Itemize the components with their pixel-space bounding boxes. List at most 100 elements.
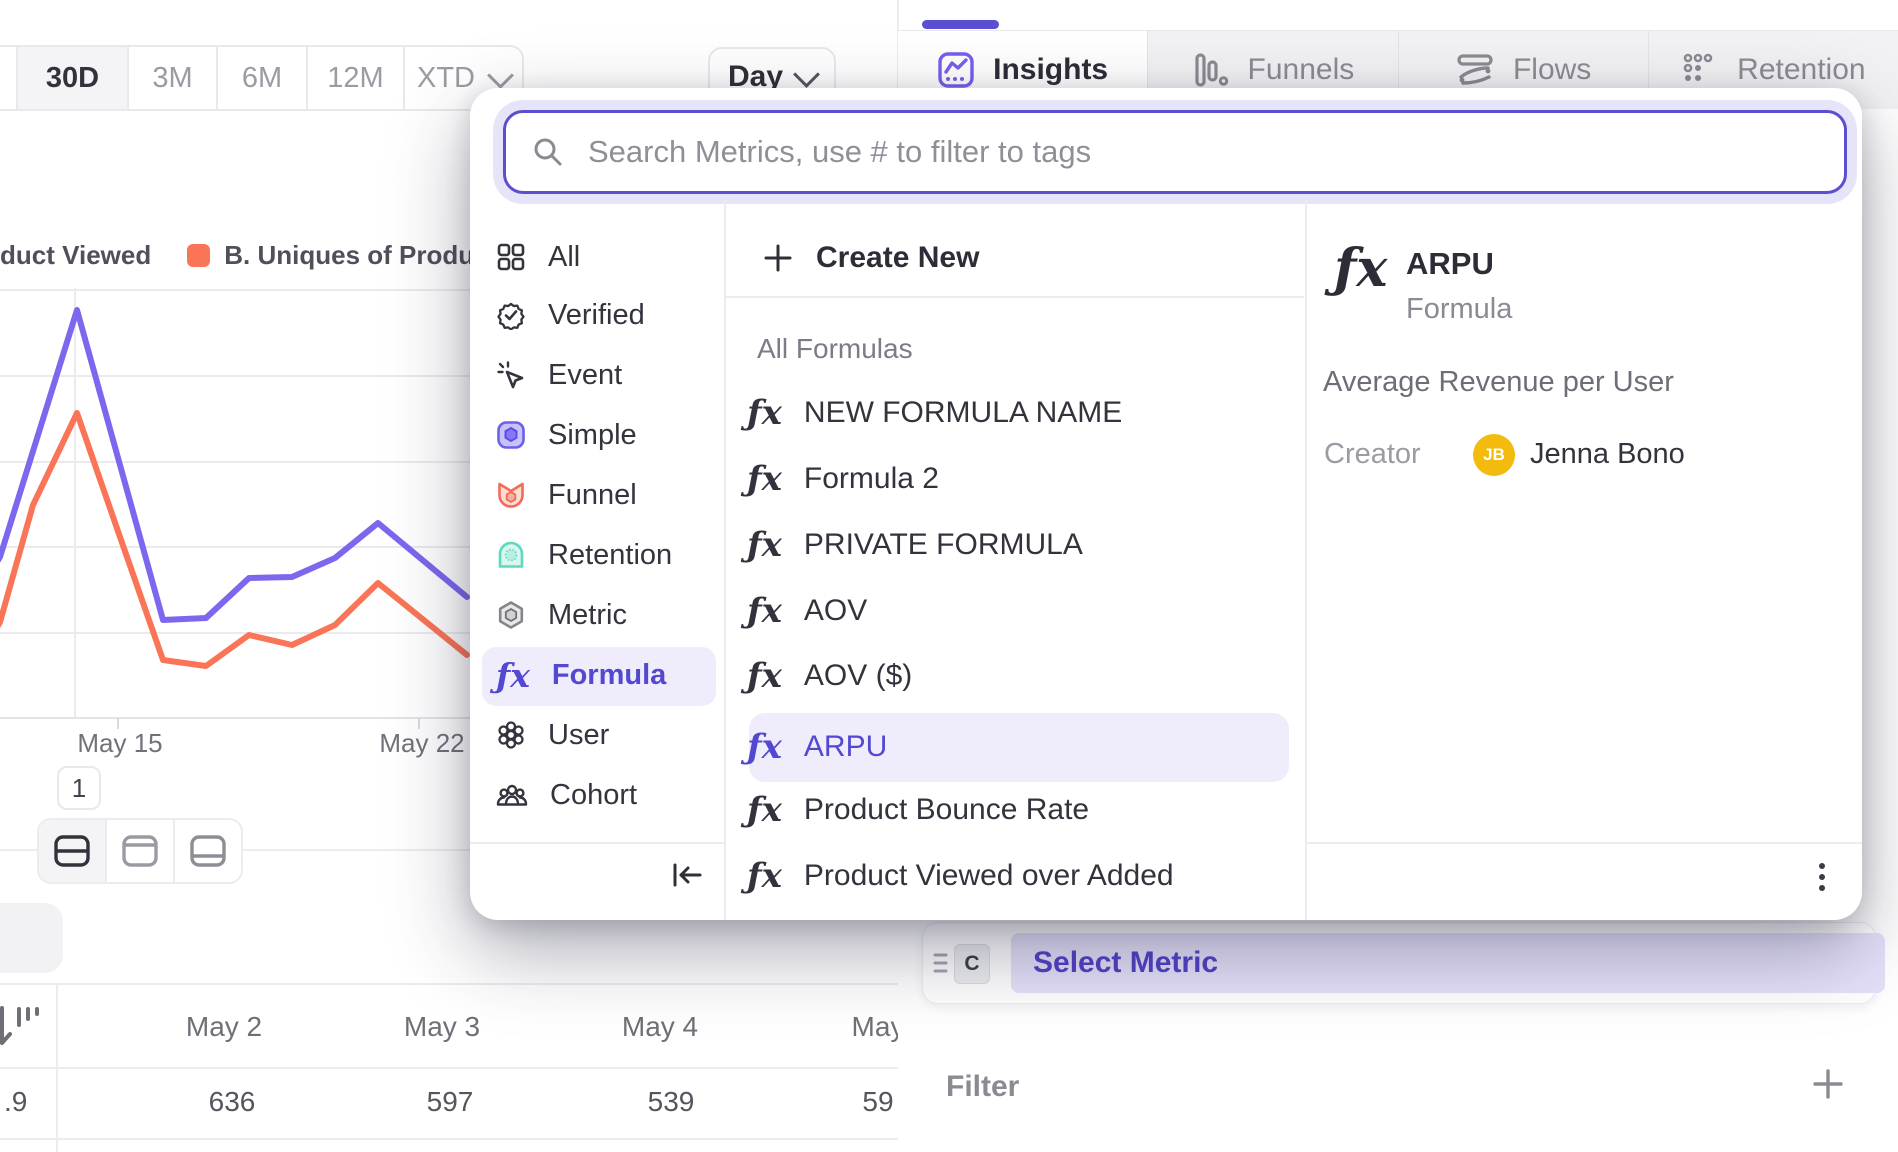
fx-icon: ƒx <box>747 459 782 499</box>
chevron-down-icon <box>793 60 820 88</box>
formula-item[interactable]: ƒx Product Viewed over Added <box>747 856 1174 896</box>
detail-description: Average Revenue per User <box>1323 366 1674 398</box>
table-cell: 636 <box>208 1086 256 1117</box>
sidebar-item-cohort[interactable]: Cohort <box>470 765 750 825</box>
range-xtd-dropdown[interactable]: XTD <box>403 47 522 109</box>
legend-swatch-b <box>187 244 211 267</box>
fx-icon: ƒx <box>747 393 782 433</box>
column-header[interactable]: May 4 <box>621 1011 699 1042</box>
page-number-button[interactable]: 1 <box>57 766 101 810</box>
formula-item[interactable]: ƒx AOV <box>747 591 868 631</box>
sidebar-item-user[interactable]: User <box>470 705 750 765</box>
formula-fx-icon: ƒx <box>496 655 530 695</box>
sidebar-item-retention[interactable]: Retention <box>470 525 750 585</box>
metric-clause-card: C Select Metric <box>922 922 1885 1004</box>
more-options-kebab-icon[interactable] <box>1812 858 1832 910</box>
detail-creator-name: Jenna Bono <box>1530 438 1685 470</box>
event-cursor-icon <box>497 361 524 389</box>
chart-legend: duct Viewed B. Uniques of Product Add <box>0 240 470 276</box>
filter-section-label: Filter <box>946 1070 1020 1103</box>
metric-icon <box>498 601 524 629</box>
active-tab-indicator <box>922 20 999 29</box>
drag-handle-icon[interactable] <box>931 950 951 976</box>
search-placeholder: Search Metrics, use # to filter to tags <box>588 134 1092 169</box>
formula-active-highlight <box>749 713 1289 782</box>
sidebar-item-funnel[interactable]: Funnel <box>470 465 750 525</box>
time-range-control: 30D 3M 6M 12M XTD <box>0 45 524 111</box>
detail-type: Formula <box>1406 293 1513 325</box>
sort-icon[interactable] <box>0 1004 40 1050</box>
retention-metric-icon <box>498 541 524 568</box>
sidebar-item-simple[interactable]: Simple <box>470 405 750 465</box>
x-tick-may15: May 15 <box>77 728 162 758</box>
sidebar-item-event[interactable]: Event <box>470 345 750 405</box>
formula-item[interactable]: ƒx NEW FORMULA NAME <box>747 393 1123 433</box>
detail-creator-label: Creator <box>1324 438 1421 470</box>
chevron-down-icon <box>487 61 514 89</box>
series-a-line <box>0 307 470 623</box>
column-header[interactable]: May 2 <box>185 1011 263 1042</box>
bottom-panel-icon <box>190 835 226 867</box>
grid-icon <box>497 243 525 271</box>
fx-icon: ƒx <box>747 656 782 696</box>
search-icon <box>534 138 562 166</box>
legend-label-a[interactable]: duct Viewed <box>0 240 152 270</box>
collapse-sidebar-icon[interactable] <box>670 860 704 890</box>
tab-flows[interactable]: Flows <box>1397 31 1648 109</box>
range-30d-button[interactable]: 30D <box>16 47 127 109</box>
layout-toggle-group <box>37 818 243 884</box>
tab-funnels[interactable]: Funnels <box>1147 31 1397 109</box>
metric-search-field[interactable]: Search Metrics, use # to filter to tags <box>503 110 1847 194</box>
fx-icon: ƒx <box>747 591 782 631</box>
fx-icon: ƒx <box>747 790 782 830</box>
split-view-icon <box>54 835 90 867</box>
range-12m-button[interactable]: 12M <box>306 47 403 109</box>
layout-split-button[interactable] <box>39 820 105 882</box>
flows-icon <box>1457 54 1493 85</box>
formula-item[interactable]: ƒx PRIVATE FORMULA <box>747 525 1083 565</box>
sidebar-item-verified[interactable]: Verified <box>470 285 750 345</box>
table-corner-stub <box>0 903 63 973</box>
sidebar-divider <box>724 200 726 920</box>
table-cell: 597 <box>426 1086 474 1117</box>
layout-table-button[interactable] <box>173 820 241 882</box>
column-header[interactable]: May <box>851 1011 898 1042</box>
formula-item[interactable]: ƒx AOV ($) <box>747 656 913 696</box>
sidebar-active-highlight <box>482 647 716 706</box>
list-header-divider <box>726 296 1304 298</box>
verified-badge-icon <box>497 302 525 330</box>
clause-letter-badge: C <box>954 944 990 984</box>
table-cell: 59 <box>862 1086 894 1117</box>
series-b-line <box>0 410 470 669</box>
formula-item[interactable]: ƒx Product Bounce Rate <box>747 790 1090 830</box>
insights-icon <box>938 52 974 88</box>
user-cluster-icon <box>498 721 524 749</box>
fx-icon: ƒx <box>747 856 782 896</box>
formulas-section-title: All Formulas <box>757 333 913 364</box>
section-divider <box>0 849 740 851</box>
tab-retention[interactable]: Retention <box>1647 31 1898 109</box>
create-new-button[interactable]: Create New <box>738 228 1322 288</box>
column-header[interactable]: May 3 <box>403 1011 481 1042</box>
table-cell: 539 <box>647 1086 695 1117</box>
funnel-metric-icon <box>498 482 524 508</box>
layout-chart-button[interactable] <box>105 820 173 882</box>
list-divider <box>1305 200 1307 920</box>
metric-picker-modal: Search Metrics, use # to filter to tags … <box>470 88 1862 920</box>
cohort-people-icon <box>496 784 528 806</box>
sidebar-item-metric[interactable]: Metric <box>470 585 750 645</box>
add-filter-icon[interactable] <box>1810 1066 1846 1102</box>
creator-avatar: JB <box>1473 434 1515 476</box>
formula-item-selected[interactable]: ƒx ARPU <box>747 727 888 767</box>
legend-label-b[interactable]: B. Uniques of Product Add <box>224 240 470 270</box>
sidebar-item-formula[interactable]: ƒx Formula <box>496 655 667 695</box>
top-panel-icon <box>122 835 158 867</box>
sidebar-item-all[interactable]: All <box>470 227 750 287</box>
range-6m-button[interactable]: 6M <box>216 47 306 109</box>
fx-icon: ƒx <box>747 727 782 767</box>
select-metric-button[interactable]: Select Metric <box>1011 933 1885 993</box>
funnels-icon <box>1194 53 1228 87</box>
range-3m-button[interactable]: 3M <box>127 47 216 109</box>
formula-item[interactable]: ƒx Formula 2 <box>747 459 939 499</box>
